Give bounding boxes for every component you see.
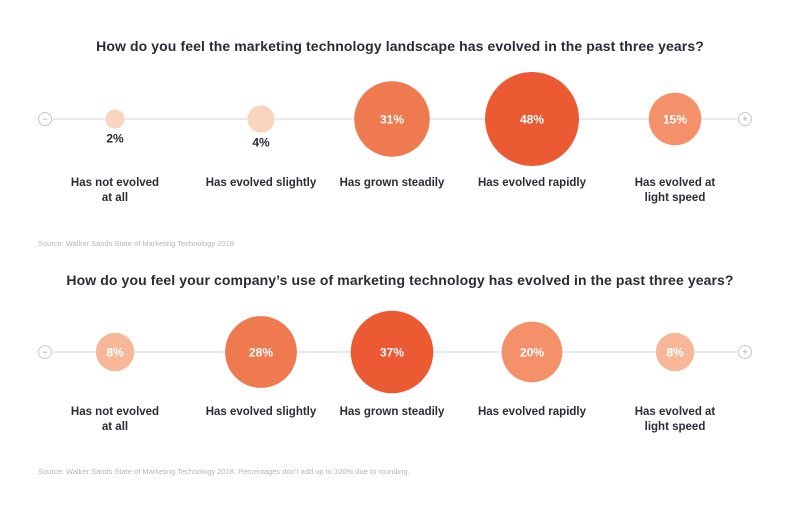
category-label: Has evolved rapidly [478, 177, 587, 189]
value-label: 4% [252, 136, 270, 150]
chart-title: How do you feel your company’s use of ma… [66, 272, 734, 288]
category-label: Has evolved rapidly [478, 406, 587, 418]
minus-icon: − [38, 345, 52, 359]
bubble [485, 72, 579, 166]
svg-text:+: + [742, 114, 747, 124]
source-note: Source: Walker Sands State of Marketing … [38, 239, 234, 248]
bubble [354, 81, 430, 157]
bubble [501, 321, 563, 383]
value-label: 8% [666, 346, 684, 360]
bubble [655, 332, 695, 372]
category-label: Has not evolved at all [71, 177, 159, 204]
bubble [648, 92, 702, 146]
category-label: Has grown steadily [340, 406, 445, 418]
category-label: Has evolved slightly [206, 177, 317, 189]
svg-text:−: − [42, 347, 47, 357]
source-note: Source: Walker Sands State of Marketing … [38, 467, 410, 476]
chart-panel-company: How do you feel your company’s use of ma… [0, 255, 800, 505]
bubble [350, 310, 434, 394]
bubble [225, 316, 297, 388]
chart-panel-landscape: How do you feel the marketing technology… [38, 38, 704, 248]
bubble [95, 332, 135, 372]
value-label: 15% [663, 113, 687, 127]
category-label: Has grown steadily [340, 177, 445, 189]
category-label: Has evolved slightly [206, 406, 317, 418]
value-label: 2% [106, 132, 124, 146]
category-label: Has evolved at light speed [635, 406, 716, 433]
plus-icon: + [738, 112, 752, 126]
value-label: 37% [380, 346, 404, 360]
chart-title: How do you feel the marketing technology… [96, 38, 704, 54]
value-label: 8% [106, 346, 124, 360]
svg-text:−: − [42, 114, 47, 124]
bubble [105, 109, 125, 129]
value-label: 48% [520, 113, 544, 127]
category-label: Has not evolved at all [71, 406, 159, 433]
bubble [247, 105, 275, 133]
category-label: Has evolved at light speed [635, 177, 716, 204]
svg-text:+: + [742, 347, 747, 357]
value-label: 31% [380, 113, 404, 127]
chart-0-marks: − +2% Has not evolved at all 4% Has evolved s… [38, 72, 752, 204]
value-label: 20% [520, 346, 544, 360]
value-label: 28% [249, 346, 273, 360]
plus-icon: + [738, 345, 752, 359]
minus-icon: − [38, 112, 52, 126]
chart-1-marks: − +8% Has not evolved at all 28% Has evolved … [38, 310, 752, 433]
